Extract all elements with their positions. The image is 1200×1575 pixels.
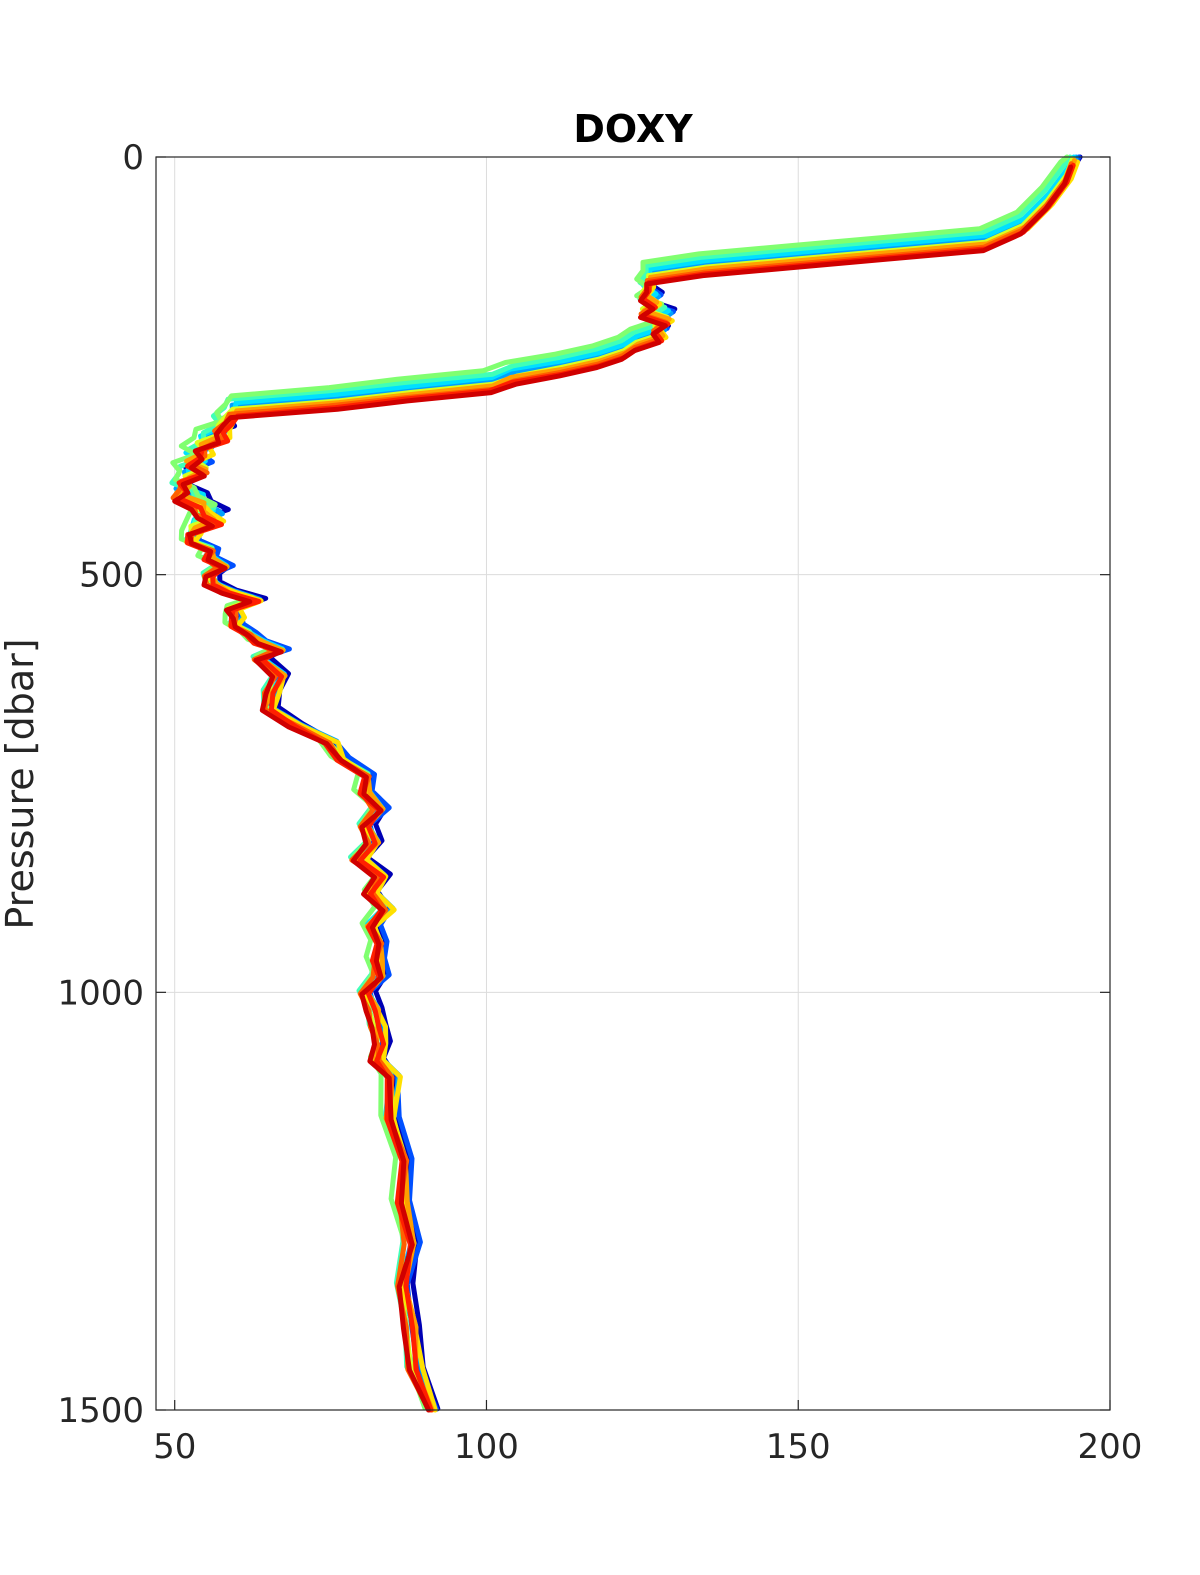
x-tick-label: 50 bbox=[153, 1427, 196, 1467]
y-axis-label: Pressure [dbar] bbox=[0, 638, 42, 929]
series-group bbox=[169, 154, 1083, 1413]
chart-title: DOXY bbox=[573, 107, 693, 151]
axis-ticks: 50 100 150 200 0 500 1000 1500 bbox=[57, 138, 1142, 1467]
y-tick-label: 1500 bbox=[57, 1391, 144, 1431]
profile-line-4 bbox=[177, 154, 1077, 1412]
x-tick-label: 150 bbox=[766, 1427, 831, 1467]
plot-frame bbox=[155, 156, 1111, 1411]
y-tick-label: 0 bbox=[122, 138, 144, 178]
y-tick-label: 500 bbox=[79, 556, 144, 596]
x-tick-label: 100 bbox=[454, 1427, 519, 1467]
x-tick-label: 200 bbox=[1078, 1427, 1143, 1467]
profile-line-12 bbox=[172, 164, 1074, 1413]
y-tick-label: 1000 bbox=[57, 973, 144, 1013]
